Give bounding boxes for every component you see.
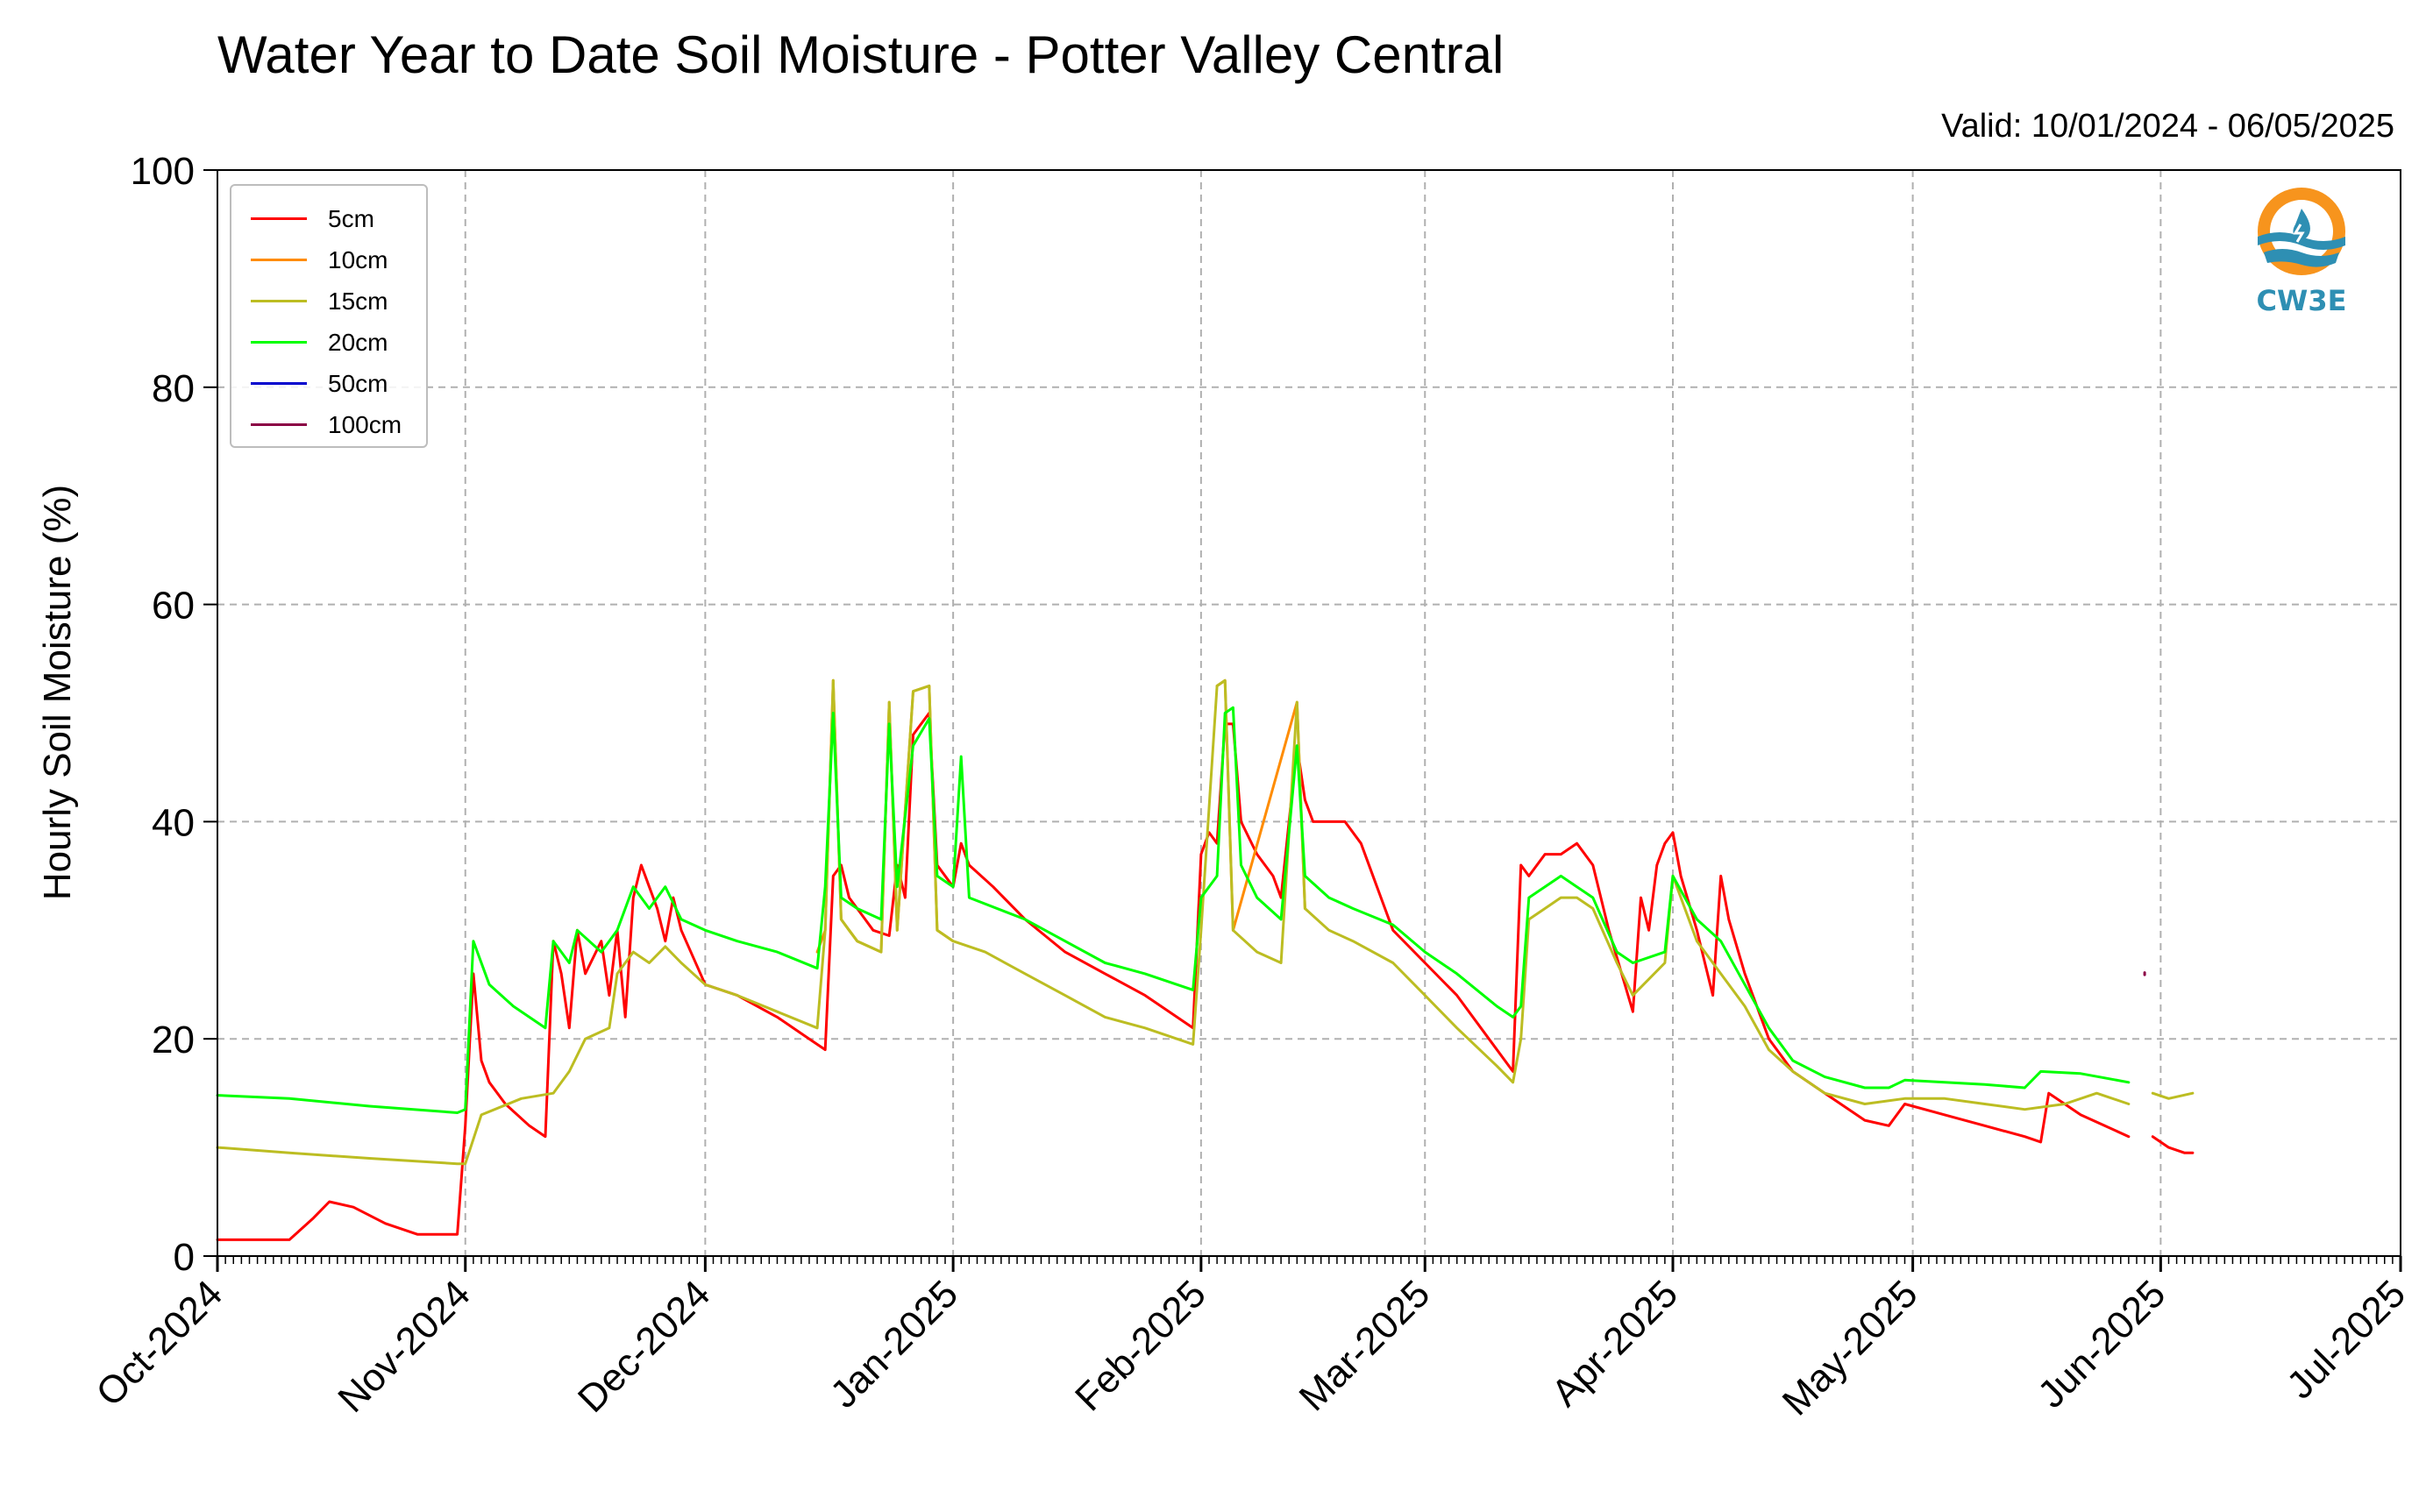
cw3e-logo: CW3E (2245, 182, 2358, 323)
x-tick-label: Dec-2024 (570, 1272, 719, 1421)
legend-item-5cm: 5cm (231, 198, 426, 240)
y-tick-label: 60 (152, 585, 195, 628)
x-tick-label: May-2025 (1775, 1272, 1926, 1423)
x-tick-label: Feb-2025 (1067, 1272, 1214, 1419)
series-line-5cm (2151, 1135, 2195, 1154)
y-tick-label: 40 (152, 801, 195, 844)
x-tick-label: Jan-2025 (822, 1272, 966, 1416)
legend-item-20cm: 20cm (231, 322, 426, 364)
y-tick-label: 20 (152, 1019, 195, 1061)
legend-item-100cm: 100cm (231, 404, 426, 446)
legend-item-50cm: 50cm (231, 363, 426, 405)
legend-swatch (251, 382, 307, 385)
chart-subtitle: Valid: 10/01/2024 - 06/05/2025 (1941, 108, 2394, 145)
legend-swatch (251, 259, 307, 261)
legend-label: 5cm (328, 205, 374, 232)
legend-item-15cm: 15cm (231, 280, 426, 323)
logo-text: CW3E (2256, 284, 2347, 317)
legend-label: 20cm (328, 329, 388, 356)
y-tick-label: 0 (174, 1236, 195, 1279)
grid-lines (217, 169, 2401, 1257)
plot-frame (217, 169, 2401, 1257)
x-tick-label: Jul-2025 (2279, 1272, 2414, 1407)
legend-swatch (251, 341, 307, 344)
legend-swatch (251, 300, 307, 302)
legend-label: 10cm (328, 246, 388, 273)
tick-labels: 0 20 40 60 80 100 Oct-2024 Nov-2024 Dec-2024 Jan-… (88, 150, 2414, 1423)
legend-label: 15cm (328, 287, 388, 315)
y-axis-label: Hourly Soil Moisture (%) (36, 484, 79, 901)
legend-item-10cm: 10cm (231, 239, 426, 281)
axes (203, 169, 2402, 1272)
series-line-20cm (216, 706, 2131, 1114)
x-tick-label: Nov-2024 (330, 1272, 479, 1421)
legend: 5cm 10cm 15cm 20cm 50cm 100cm (230, 184, 428, 448)
series-line-15cm (2151, 1091, 2195, 1100)
x-tick-label: Oct-2024 (88, 1272, 231, 1415)
series-lines (216, 678, 2195, 1241)
y-tick-label: 80 (152, 367, 195, 410)
series-line-15cm (216, 678, 2131, 1166)
logo-icon (2258, 188, 2345, 275)
legend-label: 100cm (328, 411, 402, 438)
x-tick-label: Apr-2025 (1543, 1272, 1686, 1415)
x-tick-label: Jun-2025 (2030, 1272, 2173, 1416)
legend-swatch (251, 217, 307, 220)
x-tick-label: Mar-2025 (1291, 1272, 1439, 1419)
legend-swatch (251, 423, 307, 426)
series-line-5cm (216, 712, 2131, 1241)
y-tick-label: 100 (131, 150, 195, 193)
chart-title: Water Year to Date Soil Moisture - Potte… (217, 25, 1505, 84)
legend-label: 50cm (328, 370, 388, 397)
